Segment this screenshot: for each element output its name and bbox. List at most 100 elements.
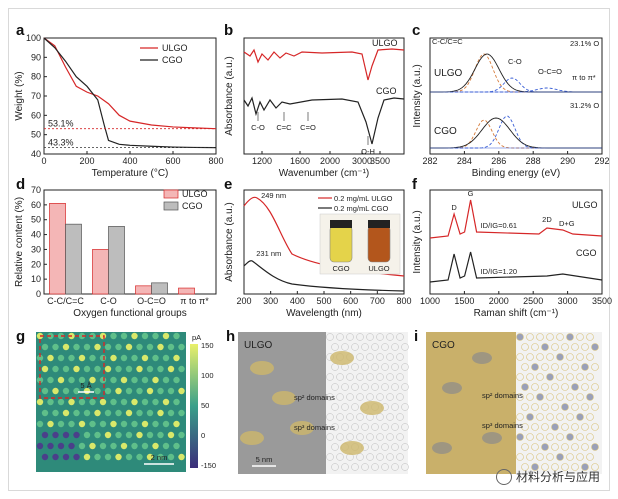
x-tick-label: π to π* xyxy=(180,296,209,306)
lattice-ring xyxy=(526,373,534,381)
lattice-ring xyxy=(386,433,394,441)
lattice-spot xyxy=(178,365,185,373)
x-axis-label: Wavenumber (cm⁻¹) xyxy=(279,168,369,179)
panel-h: h ULGO sp² domains sp³ domains 5 nm xyxy=(222,328,412,478)
lattice-spot xyxy=(152,376,159,384)
lattice-ring xyxy=(576,353,584,361)
lattice-spot xyxy=(141,332,149,340)
lattice-spot xyxy=(94,343,101,351)
lattice-ring xyxy=(356,433,364,441)
x-tick-label: 3500 xyxy=(370,156,390,166)
lattice-ring xyxy=(531,383,539,391)
plot-frame xyxy=(429,189,603,295)
lattice-ring xyxy=(381,383,389,391)
lattice-spot xyxy=(167,453,175,461)
lattice-ring xyxy=(401,343,409,351)
panel-d: d 0 10 20 30 40 50 60 70 C-C/C=C C-O O-C=O π to π* O… xyxy=(14,176,224,326)
lattice-ring xyxy=(591,443,599,451)
lattice-ring xyxy=(526,413,534,421)
lattice-ring xyxy=(571,423,579,431)
lattice-spot xyxy=(125,409,133,417)
lattice-ring xyxy=(401,463,409,471)
sp3-region xyxy=(442,382,462,394)
lattice-spot xyxy=(41,431,49,439)
lattice-ring xyxy=(391,463,399,471)
lattice-ring xyxy=(581,363,589,371)
lattice-spot xyxy=(152,354,159,362)
lattice-ring xyxy=(581,403,589,411)
lattice-spot xyxy=(83,453,91,461)
lattice-ring xyxy=(571,443,579,451)
panel-a: a 0 200 400 600 800 40 50 60 70 80 90 100 Temperatur… xyxy=(14,22,224,182)
x-tick-label: 300 xyxy=(263,296,278,306)
lattice-spot xyxy=(162,398,170,406)
lattice-spot xyxy=(68,398,75,406)
lattice-ring xyxy=(326,333,334,341)
lattice-ring xyxy=(331,403,339,411)
lattice-ring xyxy=(391,343,399,351)
y-tick-label: 70 xyxy=(31,185,41,195)
panel-letter-a: a xyxy=(16,22,25,39)
lattice-spot xyxy=(83,343,91,351)
lattice-ring xyxy=(376,393,384,401)
lattice-spot xyxy=(47,442,54,450)
lattice-ring xyxy=(531,363,539,371)
lattice-ring xyxy=(536,453,544,461)
panel-c: c 282 284 286 288 290 292 Binding energy (eV) I… xyxy=(412,22,610,182)
lattice-ring xyxy=(546,393,554,401)
lattice-spot xyxy=(157,453,164,461)
x-tick-label: 800 xyxy=(396,296,411,306)
lattice-ring xyxy=(371,423,379,431)
lattice-spot xyxy=(136,387,143,395)
lattice-ring xyxy=(561,343,569,351)
lattice-ring xyxy=(371,383,379,391)
plot-frame xyxy=(43,37,217,155)
x-tick-label: 2000 xyxy=(489,296,509,306)
lattice-ring xyxy=(531,423,539,431)
lattice-spot xyxy=(47,398,54,406)
lattice-spot xyxy=(136,453,143,461)
lattice-spot xyxy=(146,387,154,395)
lattice-spot xyxy=(157,365,164,373)
series-line-cgo xyxy=(429,251,603,283)
lattice-ring xyxy=(371,443,379,451)
lattice-spot xyxy=(110,376,117,384)
lattice-ring xyxy=(336,433,344,441)
lattice-spot xyxy=(83,431,91,439)
lattice-spot xyxy=(68,354,75,362)
lattice-ring xyxy=(531,343,539,351)
lattice-ring xyxy=(396,353,404,361)
x-tick-label: 1000 xyxy=(420,296,440,306)
lattice-ring xyxy=(591,343,599,351)
lattice-ring xyxy=(516,393,524,401)
series-label-cgo: CGO xyxy=(434,126,457,137)
lattice-spot xyxy=(94,365,101,373)
y-tick-label: 50 xyxy=(31,130,41,140)
lattice-ring xyxy=(376,333,384,341)
lattice-spot xyxy=(73,431,80,439)
peak-label: 249 nm xyxy=(261,191,286,200)
x-tick-label: 500 xyxy=(316,296,331,306)
lattice-ring xyxy=(541,343,549,351)
lattice-ring xyxy=(546,333,554,341)
lattice-spot xyxy=(41,453,49,461)
lattice-ring xyxy=(331,343,339,351)
series-label-ulgo: ULGO xyxy=(572,200,598,210)
sp2-domain xyxy=(330,351,354,365)
lattice-spot xyxy=(120,354,128,362)
lattice-ring xyxy=(376,353,384,361)
lattice-spot xyxy=(167,365,175,373)
lattice-ring xyxy=(581,343,589,351)
lattice-ring xyxy=(586,333,594,341)
lattice-ring xyxy=(381,423,389,431)
lattice-spot xyxy=(146,431,154,439)
lattice-ring xyxy=(356,353,364,361)
lattice-ring xyxy=(516,353,524,361)
lattice-ring xyxy=(521,443,529,451)
lattice-ring xyxy=(401,363,409,371)
lattice-ring xyxy=(366,333,374,341)
fit-component xyxy=(430,115,602,149)
lattice-ring xyxy=(346,393,354,401)
lattice-spot xyxy=(36,354,44,362)
lattice-ring xyxy=(536,373,544,381)
